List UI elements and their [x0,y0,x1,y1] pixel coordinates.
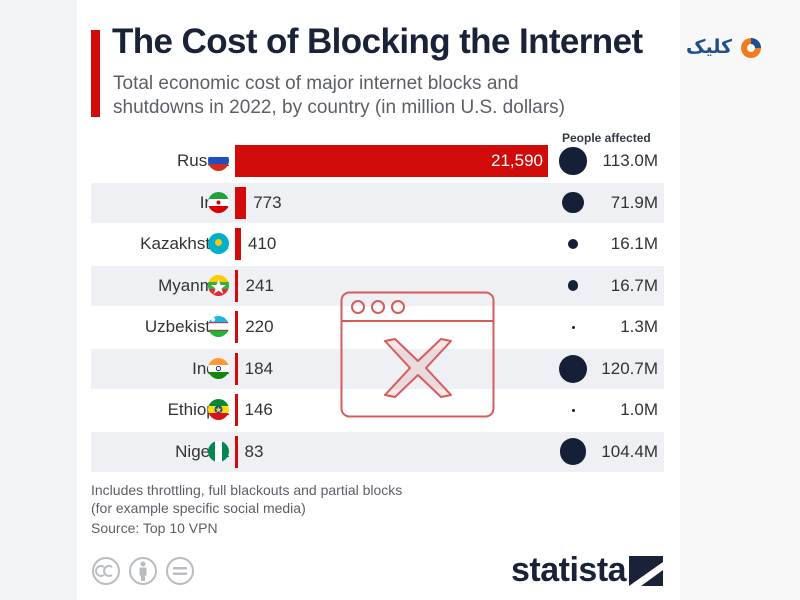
people-affected-label: 113.0M [602,151,658,170]
footnote: Includes throttling, full blackouts and … [91,481,402,517]
bar-russia [235,145,548,177]
uzbekistan-flag-icon [208,316,229,337]
country-label: Uzbekistan [144,317,229,336]
people-affected-dot [567,238,579,250]
bar-iran [235,186,247,219]
value-label: 184 [244,358,274,378]
bar-nigeria [235,435,238,468]
brand-text: کلیک [686,36,733,58]
value-label: 83 [244,441,264,461]
source-label: Source: Top 10 VPN [91,520,218,536]
people-affected-dot [571,408,575,412]
creative-commons-icons [92,557,194,585]
iran-flag-icon [208,191,229,213]
statista-logo-mark [629,556,663,586]
footnote-line-2: (for example specific social media) [91,500,306,516]
nigeria-flag-icon [208,440,229,462]
value-label: 220 [245,317,274,336]
value-label: 241 [245,275,274,295]
value-label: 21,590 [491,151,543,170]
people-affected-label: 16.7M [610,275,658,295]
people-affected-dot [571,325,575,329]
people-affected-label: 1.3M [620,317,658,336]
value-label: 410 [247,234,277,253]
title-accent-bar [91,30,100,117]
people-affected-label: 1.0M [620,400,658,419]
chart-row-myanmar: Myanmar 241 16.7M [91,265,664,306]
bar-uzbekistan [235,311,239,343]
people-affected-dot [559,354,587,383]
people-affected-label: 71.9M [610,192,658,212]
chart-subtitle: Total economic cost of major internet bl… [113,73,565,118]
chart-row-india: India184120.7M [91,348,664,389]
statista-logo: statista [511,551,627,589]
chart-row-kazakhstan: Kazakhstan 410 16.1M [91,224,664,264]
chart-row-uzbekistan: Uzbekistan 220 1.3M [91,307,664,347]
value-label: 146 [244,400,273,419]
blocked-browser-icon [340,291,495,418]
russia-flag-icon [208,150,229,171]
india-flag-icon [208,357,229,379]
bar-ethiopia [235,394,238,426]
brand-watermark: کلیک [686,36,766,62]
chart-row-iran: Iran77371.9M [91,182,664,223]
footnote-line-1: Includes throttling, full blackouts and … [91,482,403,498]
kazakhstan-flag-icon [208,233,229,254]
chart-row-nigeria: Nigeria 83 104.4M [91,431,664,472]
myanmar-flag-icon [208,274,229,296]
people-affected-label: 104.4M [601,441,658,461]
bar-kazakhstan [235,228,241,260]
left-margin [0,0,77,600]
people-affected-label: 16.1M [610,234,658,253]
value-label: 773 [253,192,282,212]
bar-myanmar [235,269,239,302]
country-label: Kazakhstan [140,234,229,253]
chart-row-russia: Russia 21,590 113.0M [91,141,664,181]
brand-icon [741,38,761,58]
people-affected-header: People affected [562,131,651,145]
chart-title: The Cost of Blocking the Internet [112,22,643,61]
right-margin [680,0,800,600]
people-affected-dot [562,191,584,214]
people-affected-label: 120.7M [601,358,658,378]
ethiopia-flag-icon [208,399,229,420]
bar-india [235,352,238,385]
people-affected-dot [559,438,586,465]
people-affected-dot [559,147,587,175]
people-affected-dot [567,280,579,291]
chart-row-ethiopia: Ethiopia 146 1.0M [91,390,664,430]
